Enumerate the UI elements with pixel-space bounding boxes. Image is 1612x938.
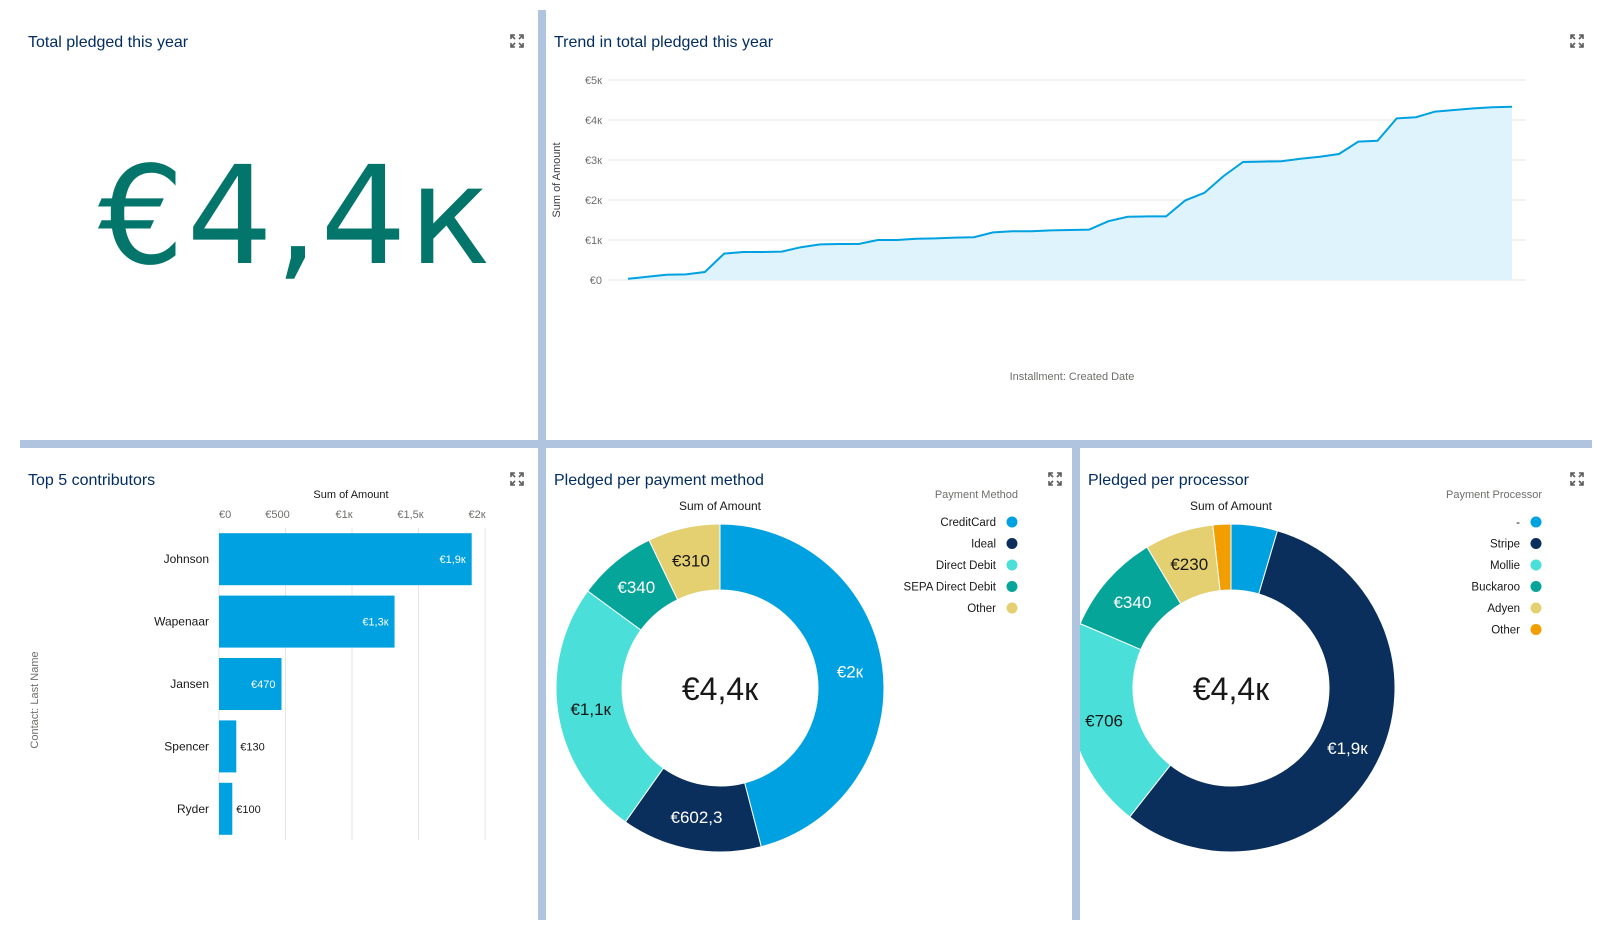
legend-title: Payment Processor (1446, 489, 1542, 501)
panel-title: Pledged per processor (1088, 472, 1249, 489)
panel-title: Pledged per payment method (554, 472, 764, 489)
slice-label: €340 (617, 578, 655, 597)
legend-swatch (1530, 516, 1542, 528)
trend-area (628, 106, 1512, 280)
panel-title: Top 5 contributors (28, 472, 156, 489)
category-label: Ryder (177, 802, 209, 816)
expand-icon[interactable] (510, 34, 524, 48)
y-axis-title: Contact: Last Name (29, 651, 41, 748)
legend-swatch (1006, 516, 1018, 528)
donut-slice (1080, 622, 1172, 818)
x-tick-label: €1,5к (397, 509, 423, 521)
slice-label: €602,3 (670, 808, 722, 827)
expand-icon[interactable] (1570, 472, 1584, 486)
x-axis-title: Sum of Amount (313, 489, 388, 501)
legend-label: Mollie (1490, 560, 1520, 572)
divider-vertical-left (538, 10, 546, 920)
y-tick-label: €0 (590, 275, 602, 287)
donut-slice (555, 590, 665, 823)
legend-swatch (1006, 538, 1018, 549)
y-tick-label: €4к (585, 115, 602, 127)
bar (219, 782, 233, 835)
legend-swatch (1530, 624, 1542, 635)
processor-chart: Sum of Amount €1,9к €706 €340 €230 €4,4к Payme… (1080, 489, 1542, 853)
bar (219, 658, 282, 710)
legend-swatch (1530, 581, 1542, 592)
chart-subtitle: Sum of Amount (679, 499, 762, 513)
legend-label: CreditCard (940, 517, 996, 529)
legend-swatch (1006, 559, 1018, 571)
total-pledged-value: €4,4к (98, 138, 493, 296)
y-tick-label: €1к (585, 235, 602, 247)
payment-method-chart: Sum of Amount €2к €602,3 €1,1к €340 €310 €4,4к… (555, 489, 1018, 853)
legend-swatch (1006, 581, 1018, 592)
category-label: Wapenaar (154, 615, 209, 629)
top5-panel: Top 5 contributors Sum of Amount €0 €500 €1… (20, 448, 538, 920)
expand-icon[interactable] (1048, 472, 1062, 486)
donut-slice (648, 523, 721, 601)
slice-label: €1,1к (570, 700, 611, 719)
legend-label: Stripe (1490, 539, 1520, 551)
x-tick-label: €2к (468, 509, 485, 521)
legend-label: SEPA Direct Debit (904, 582, 997, 594)
legend-label: Buckaroo (1471, 582, 1520, 594)
legend-swatch (1530, 538, 1542, 549)
bar (219, 720, 237, 773)
payment-method-panel: Pledged per payment method Sum of Amount… (546, 448, 1072, 920)
legend-label: Direct Debit (936, 560, 997, 572)
donut-slice (719, 523, 885, 848)
donut-center-label: €4,4к (1193, 671, 1270, 707)
data-label: €470 (251, 679, 275, 691)
x-tick-label: €500 (265, 509, 289, 521)
bar (219, 595, 395, 648)
y-tick-label: €3к (585, 155, 602, 167)
slice-label: €1,9к (1327, 739, 1368, 758)
x-axis-title: Installment: Created Date (1010, 371, 1135, 383)
divider-horizontal (20, 440, 1592, 448)
y-axis-title: Sum of Amount (551, 142, 563, 217)
bar (219, 533, 472, 586)
legend-title: Payment Method (935, 489, 1018, 501)
trend-chart: €0 €1к €2к €3к €4к €5к Sum of Amount Installmen… (551, 75, 1526, 383)
legend-swatch (1530, 559, 1542, 571)
legend-label: Other (1491, 625, 1520, 637)
legend-label: Ideal (971, 539, 996, 551)
data-label: €1,3к (362, 617, 388, 629)
legend-label: Other (967, 603, 996, 615)
category-label: Johnson (164, 552, 209, 566)
y-tick-label: €2к (585, 195, 602, 207)
legend-swatch (1530, 602, 1542, 614)
legend-label: Adyen (1487, 603, 1520, 615)
panel-title: Trend in total pledged this year (554, 34, 774, 51)
divider-vertical-right (1072, 448, 1080, 920)
slice-label: €340 (1113, 593, 1151, 612)
slice-label: €2к (837, 662, 864, 681)
data-label: €130 (240, 741, 264, 753)
category-label: Jansen (170, 677, 209, 691)
x-tick-label: €0 (219, 509, 231, 521)
top5-chart: Sum of Amount €0 €500 €1к €1,5к €2к Johnson €1,… (29, 489, 486, 840)
expand-icon[interactable] (1570, 34, 1584, 48)
processor-panel: Pledged per processor Sum of Amount €1,9к… (1080, 448, 1592, 920)
x-tick-label: €1к (335, 509, 352, 521)
slice-label: €230 (1170, 555, 1208, 574)
donut-slice (1128, 530, 1396, 853)
trend-line (627, 105, 1513, 280)
slice-label: €310 (672, 551, 710, 570)
trend-panel: Trend in total pledged this year €0 €1к €2… (546, 10, 1592, 440)
data-label: €100 (236, 804, 260, 816)
donut-center-label: €4,4к (682, 671, 759, 707)
data-label: €1,9к (439, 554, 465, 566)
legend-label: - (1516, 517, 1520, 529)
category-label: Spencer (164, 739, 209, 753)
panel-title: Total pledged this year (28, 34, 189, 51)
slice-label: €706 (1085, 711, 1123, 730)
chart-subtitle: Sum of Amount (1190, 499, 1273, 513)
donut-slice (1212, 523, 1232, 592)
expand-icon[interactable] (510, 472, 524, 486)
total-pledged-panel: Total pledged this year €4,4к (20, 10, 538, 440)
y-tick-label: €5к (585, 75, 602, 87)
legend-swatch (1006, 602, 1018, 614)
